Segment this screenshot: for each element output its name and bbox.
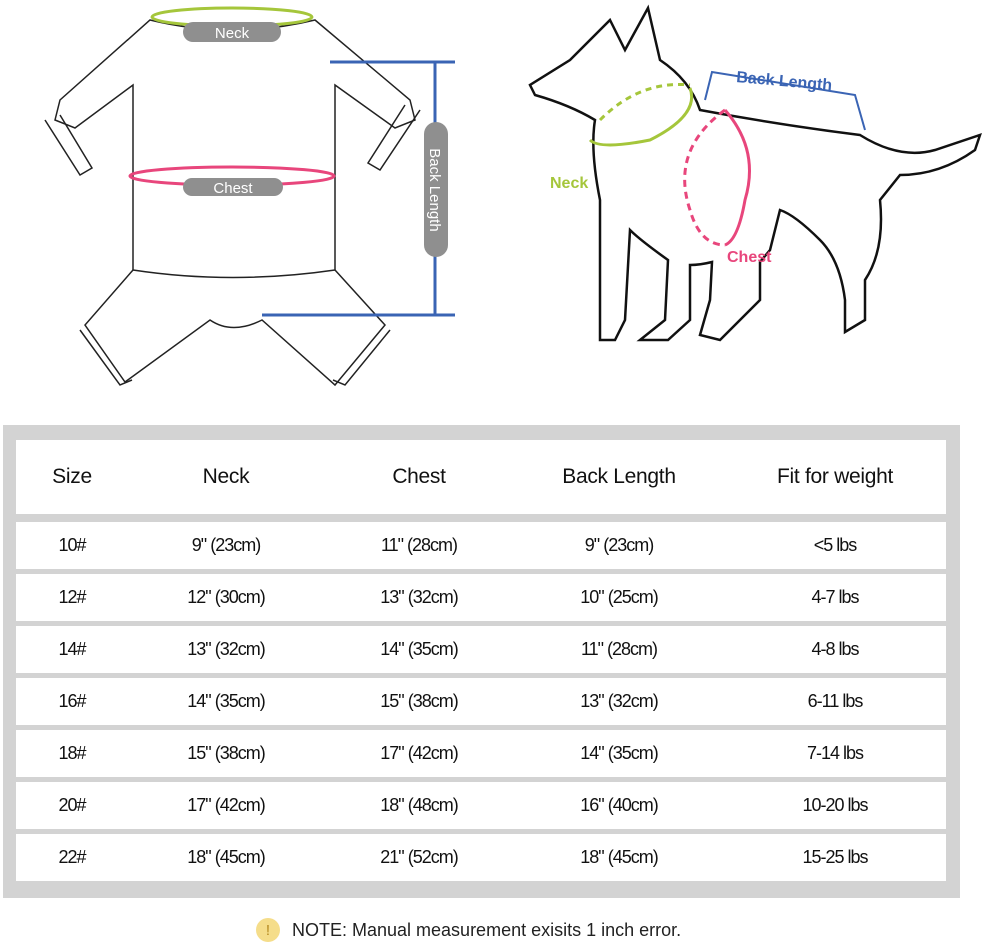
garment-back-length-label: Back Length <box>426 148 443 231</box>
cell-chest: 17" (42cm) <box>380 743 458 763</box>
cell-back-length: 18" (45cm) <box>580 847 658 867</box>
dog-outline <box>528 4 982 342</box>
table-row: 14# 13" (32cm) 14" (35cm) 11" (28cm) 4-8 lbs <box>16 626 946 673</box>
cell-back-length: 16" (40cm) <box>580 795 658 815</box>
cell-back-length: 10" (25cm) <box>580 587 658 607</box>
cell-size: 20# <box>58 795 86 815</box>
cell-fit-weight: 15-25 lbs <box>802 847 868 867</box>
cell-chest: 15" (38cm) <box>380 691 458 711</box>
table-row: 18# 15" (38cm) 17" (42cm) 14" (35cm) 7-14 lb… <box>16 730 946 777</box>
cell-back-length: 14" (35cm) <box>580 743 658 763</box>
header-back-length: Back Length <box>562 465 676 488</box>
header-size: Size <box>52 465 92 488</box>
dog-neck-label: Neck <box>550 175 588 192</box>
cell-size: 18# <box>58 743 86 763</box>
table-row: 10# 9" (23cm) 11" (28cm) 9" (23cm) <5 lbs <box>16 522 946 569</box>
cell-size: 16# <box>58 691 86 711</box>
dog-chest-label: Chest <box>727 249 772 266</box>
cell-chest: 21" (52cm) <box>380 847 458 867</box>
table-row: 20# 17" (42cm) 18" (48cm) 16" (40cm) 10-20 l… <box>16 782 946 829</box>
cell-neck: 9" (23cm) <box>191 535 261 555</box>
table-row: 16# 14" (35cm) 15" (38cm) 13" (32cm) 6-11 lb… <box>16 678 946 725</box>
dog-back-length-line <box>704 70 866 131</box>
cell-neck: 18" (45cm) <box>187 847 265 867</box>
cell-neck: 13" (32cm) <box>187 639 265 659</box>
dog-chest-solid <box>723 109 751 247</box>
cell-fit-weight: 4-8 lbs <box>811 639 859 659</box>
dog-neck-solid <box>588 87 693 147</box>
cell-neck: 14" (35cm) <box>187 691 265 711</box>
cell-size: 14# <box>58 639 86 659</box>
cell-fit-weight: 6-11 lbs <box>807 691 864 711</box>
cell-chest: 13" (32cm) <box>380 587 458 607</box>
dog-chest-dashed <box>683 108 726 247</box>
dog-back-length-label: Back Length <box>736 69 833 94</box>
table-header: Size Neck Chest Back Length Fit for weig… <box>16 440 946 514</box>
cell-fit-weight: 4-7 lbs <box>811 587 859 607</box>
cell-chest: 14" (35cm) <box>380 639 458 659</box>
table-row: 22# 18" (45cm) 21" (52cm) 18" (45cm) 15-25 l… <box>16 834 946 881</box>
measurement-illustration: Neck Chest Back Length Neck Chest Back L… <box>44 4 982 387</box>
cell-fit-weight: 7-14 lbs <box>806 743 864 763</box>
cell-neck: 15" (38cm) <box>187 743 265 763</box>
cell-chest: 18" (48cm) <box>380 795 458 815</box>
header-fit-weight: Fit for weight <box>776 465 893 488</box>
garment-neck-pill <box>183 22 281 42</box>
garment-chest-pill <box>183 178 283 196</box>
header-neck: Neck <box>202 465 250 488</box>
cell-fit-weight: 10-20 lbs <box>802 795 868 815</box>
note: ! NOTE: Manual measurement exisits 1 inc… <box>256 918 681 942</box>
garment-neck-label: Neck <box>215 25 250 42</box>
cell-chest: 11" (28cm) <box>380 535 458 555</box>
note-text: NOTE: Manual measurement exisits 1 inch … <box>292 919 682 940</box>
warning-icon: ! <box>256 918 280 942</box>
cell-size: 10# <box>58 535 86 555</box>
cell-size: 12# <box>58 587 86 607</box>
cell-back-length: 9" (23cm) <box>584 535 654 555</box>
cell-size: 22# <box>58 847 86 867</box>
table-row: 12# 12" (30cm) 13" (32cm) 10" (25cm) 4-7 lbs <box>16 574 946 621</box>
cell-fit-weight: <5 lbs <box>813 535 858 555</box>
cell-back-length: 13" (32cm) <box>580 691 658 711</box>
garment-back-length-pill <box>424 122 448 257</box>
garment-chest-label: Chest <box>213 180 253 197</box>
size-table: Size Neck Chest Back Length Fit for weig… <box>3 425 960 898</box>
cell-neck: 17" (42cm) <box>187 795 265 815</box>
dog-neck-dashed <box>598 82 691 122</box>
header-chest: Chest <box>392 465 446 488</box>
cell-neck: 12" (30cm) <box>187 587 265 607</box>
garment-outline <box>44 19 421 387</box>
cell-back-length: 11" (28cm) <box>580 639 658 659</box>
